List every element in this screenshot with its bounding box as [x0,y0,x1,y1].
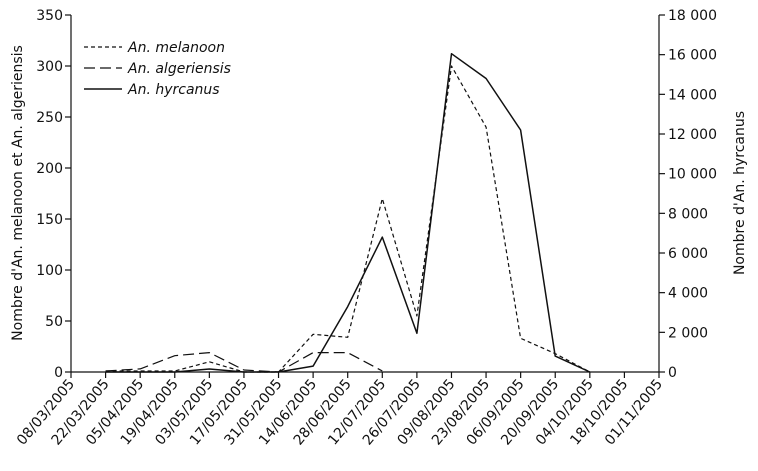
right-y-tick-label: 0 [668,365,677,381]
left-y-axis-title: Nombre d'An. melanoon et An. algeriensis [10,45,26,341]
left-y-ticks: 0 50 100 150 200 250 300 350 [36,8,71,381]
left-y-tick-label: 100 [36,263,63,279]
right-y-tick-label: 18 000 [668,8,717,24]
legend-label-hyrcanus: An. hyrcanus [127,82,220,98]
right-y-tick-label: 2 000 [668,325,708,341]
right-y-ticks: 0 2 000 4 000 6 000 8 000 10 000 12 000 14 000 1… [659,8,717,381]
right-y-axis-title: Nombre d'An. hyrcanus [732,111,748,275]
left-y-tick-label: 0 [54,365,63,381]
left-y-tick-label: 50 [45,314,63,330]
series-line-algeriensis [105,352,383,373]
left-y-tick-label: 200 [36,161,63,177]
right-y-tick-label: 4 000 [668,286,708,302]
legend-label-algeriensis: An. algeriensis [127,61,231,77]
left-y-tick-label: 300 [36,59,63,75]
right-y-tick-label: 10 000 [668,167,717,183]
right-y-tick-label: 6 000 [668,246,708,262]
right-y-tick-label: 8 000 [668,206,708,222]
right-y-tick-label: 16 000 [668,48,717,64]
left-y-tick-label: 350 [36,8,63,24]
series-lines [105,52,591,373]
left-y-tick-label: 150 [36,212,63,228]
right-y-tick-label: 14 000 [668,87,717,103]
series-line-melanoon [105,65,591,373]
legend-label-melanoon: An. melanoon [127,40,225,56]
x-ticks: 08/03/200522/03/200505/04/200519/04/2005… [14,372,666,448]
legend-item-hyrcanus: An. hyrcanus [84,82,220,98]
series-line-hyrcanus [105,52,591,373]
legend: An. melanoon An. algeriensis An. hyrcanu… [84,40,231,98]
legend-item-melanoon: An. melanoon [84,40,225,56]
left-y-tick-label: 250 [36,110,63,126]
right-y-tick-label: 12 000 [668,127,717,143]
legend-item-algeriensis: An. algeriensis [84,61,231,77]
